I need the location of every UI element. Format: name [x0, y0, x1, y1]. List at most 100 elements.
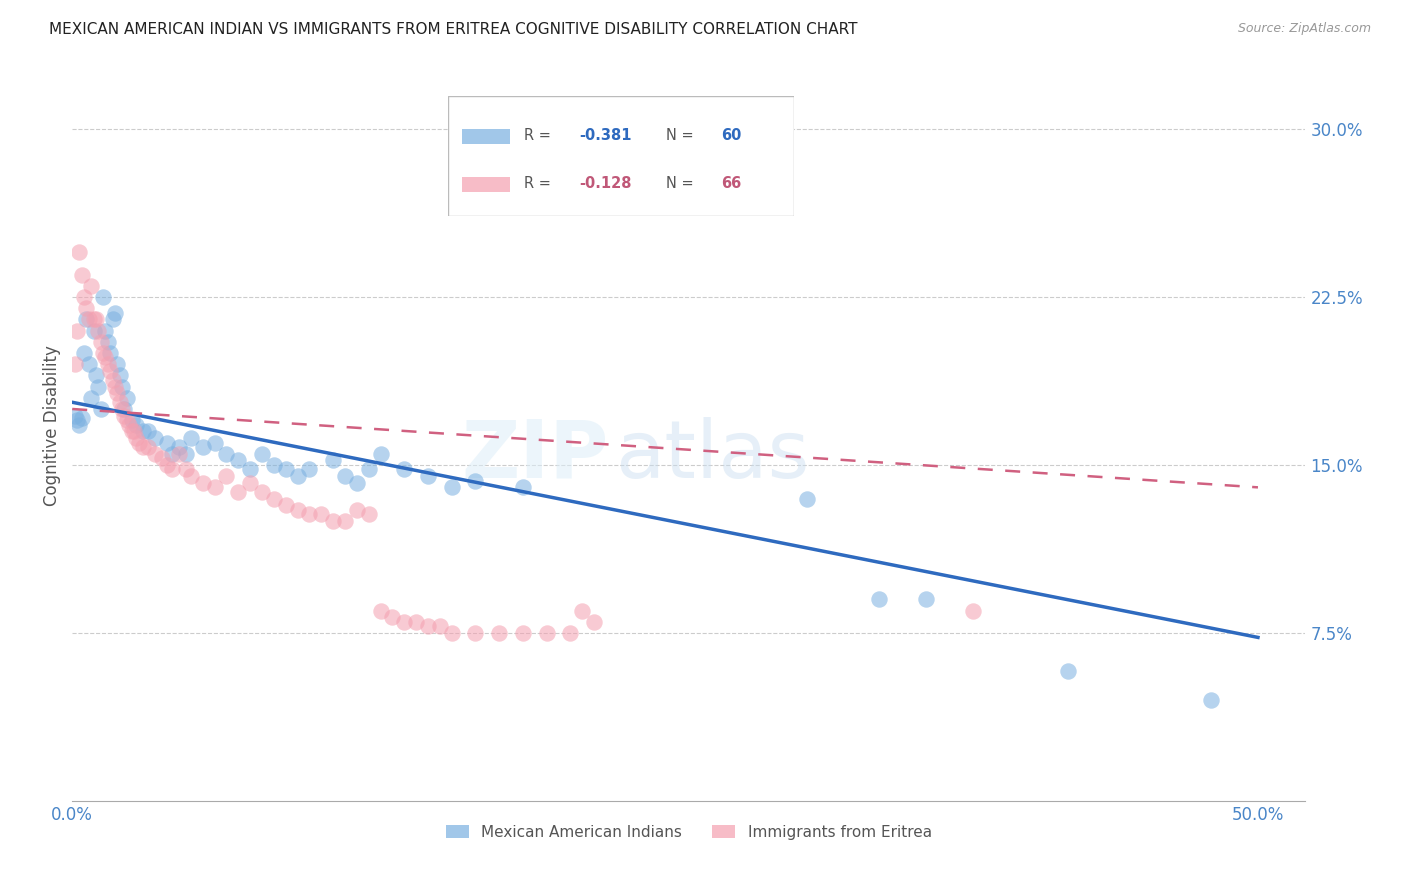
Point	[394, 615, 416, 629]
Point	[97, 357, 120, 371]
Point	[115, 413, 138, 427]
Point	[725, 189, 748, 203]
Point	[136, 425, 159, 439]
Point	[868, 592, 890, 607]
Point	[70, 268, 93, 282]
Legend: Mexican American Indians, Immigrants from Eritrea: Mexican American Indians, Immigrants fro…	[440, 819, 938, 846]
Point	[962, 603, 984, 617]
Point	[405, 615, 427, 629]
Point	[226, 484, 249, 499]
Point	[180, 431, 202, 445]
Point	[105, 357, 128, 371]
Point	[66, 324, 89, 338]
Point	[143, 431, 166, 445]
Point	[440, 626, 463, 640]
Point	[104, 306, 127, 320]
Text: MEXICAN AMERICAN INDIAN VS IMMIGRANTS FROM ERITREA COGNITIVE DISABILITY CORRELAT: MEXICAN AMERICAN INDIAN VS IMMIGRANTS FR…	[49, 22, 858, 37]
Point	[87, 379, 110, 393]
Point	[97, 334, 120, 349]
Point	[263, 458, 285, 472]
Text: Source: ZipAtlas.com: Source: ZipAtlas.com	[1237, 22, 1371, 36]
Point	[156, 435, 179, 450]
Point	[83, 312, 105, 326]
Point	[132, 425, 155, 439]
Point	[322, 453, 344, 467]
Point	[136, 440, 159, 454]
Text: ZIP: ZIP	[461, 417, 609, 495]
Point	[73, 346, 96, 360]
Point	[108, 395, 131, 409]
Point	[536, 626, 558, 640]
Point	[287, 469, 309, 483]
Point	[125, 431, 148, 445]
Point	[98, 364, 121, 378]
Point	[167, 440, 190, 454]
Point	[274, 498, 297, 512]
Point	[464, 626, 486, 640]
Point	[91, 346, 114, 360]
Point	[77, 312, 100, 326]
Point	[105, 386, 128, 401]
Point	[84, 312, 107, 326]
Point	[67, 245, 90, 260]
Point	[94, 324, 117, 338]
Point	[94, 351, 117, 365]
Point	[263, 491, 285, 506]
Point	[150, 451, 173, 466]
Point	[215, 447, 238, 461]
Point	[75, 301, 97, 316]
Point	[204, 480, 226, 494]
Point	[298, 507, 321, 521]
Point	[560, 189, 582, 203]
Point	[91, 290, 114, 304]
Point	[77, 357, 100, 371]
Point	[101, 312, 124, 326]
Point	[128, 435, 150, 450]
Point	[180, 469, 202, 483]
Point	[333, 514, 356, 528]
Point	[346, 475, 368, 490]
Point	[143, 447, 166, 461]
Point	[440, 480, 463, 494]
Point	[346, 502, 368, 516]
Point	[512, 626, 534, 640]
Point	[118, 417, 141, 432]
Point	[191, 440, 214, 454]
Point	[370, 603, 392, 617]
Point	[394, 462, 416, 476]
Point	[370, 447, 392, 461]
Point	[191, 475, 214, 490]
Point	[333, 469, 356, 483]
Point	[250, 484, 273, 499]
Point	[63, 357, 86, 371]
Y-axis label: Cognitive Disability: Cognitive Disability	[44, 345, 60, 507]
Point	[90, 402, 112, 417]
Point	[132, 440, 155, 454]
Point	[98, 346, 121, 360]
Point	[80, 278, 103, 293]
Point	[83, 324, 105, 338]
Point	[1199, 693, 1222, 707]
Point	[160, 447, 183, 461]
Point	[115, 391, 138, 405]
Point	[560, 626, 582, 640]
Point	[357, 462, 380, 476]
Point	[104, 379, 127, 393]
Point	[70, 411, 93, 425]
Point	[488, 626, 510, 640]
Point	[915, 592, 938, 607]
Point	[160, 462, 183, 476]
Point	[174, 447, 197, 461]
Point	[112, 409, 135, 423]
Point	[111, 402, 134, 417]
Point	[309, 507, 332, 521]
Point	[108, 368, 131, 383]
Point	[287, 502, 309, 516]
Point	[250, 447, 273, 461]
Point	[101, 373, 124, 387]
Point	[429, 619, 451, 633]
Point	[512, 480, 534, 494]
Point	[215, 469, 238, 483]
Point	[84, 368, 107, 383]
Point	[67, 417, 90, 432]
